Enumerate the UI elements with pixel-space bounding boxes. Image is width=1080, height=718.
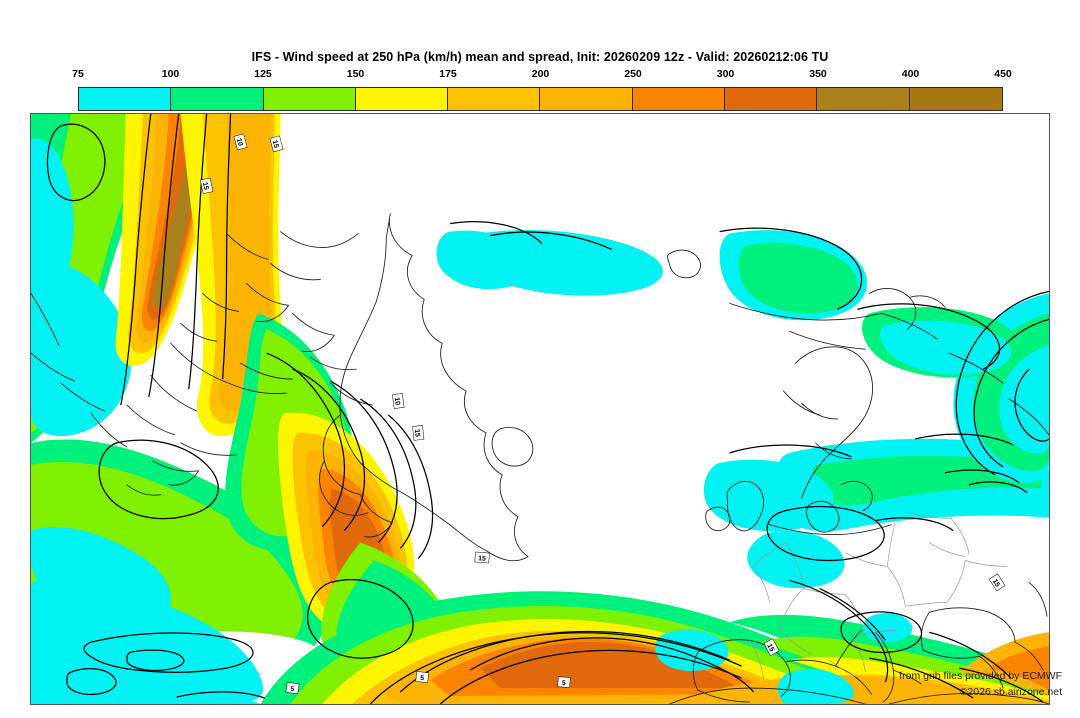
map-canvas: 10 15 15 10 15 <box>31 114 1049 704</box>
colorbar-band-250-300 <box>632 88 726 110</box>
colorbar-tick-175: 175 <box>439 68 457 80</box>
contour-label: 15 <box>201 182 209 191</box>
copyright-credit: ©2026 sb.airizone.net <box>959 686 1062 698</box>
page-title: IFS - Wind speed at 250 hPa (km/h) mean … <box>251 50 829 64</box>
contour-label: 15 <box>478 555 486 563</box>
contour-label: 5 <box>562 680 566 687</box>
colorbar: 75 100 125 150 175 200 250 300 350 400 450 <box>72 68 1012 112</box>
colorbar-tick-150: 150 <box>346 68 365 80</box>
colorbar-band-200-250 <box>540 88 633 110</box>
colorbar-tick-450: 450 <box>994 68 1012 80</box>
contour-label: 5 <box>290 686 295 693</box>
map-panel[interactable]: 10 15 15 10 15 <box>30 113 1050 705</box>
contour-label: 15 <box>765 643 775 653</box>
colorbar-band-400-450 <box>909 88 1002 110</box>
colorbar-tick-75: 75 <box>72 68 84 80</box>
colorbar-band-150-175 <box>355 88 449 110</box>
colorbar-tick-400: 400 <box>901 68 920 80</box>
contour-label: 10 <box>235 138 244 147</box>
colorbar-tick-350: 350 <box>809 68 827 80</box>
colorbar-band-350-400 <box>817 88 910 110</box>
contour-label: 15 <box>271 140 280 149</box>
colorbar-band-300-350 <box>725 88 818 110</box>
colorbar-band-75-100 <box>79 88 172 110</box>
colorbar-tick-labels: 75 100 125 150 175 200 250 300 350 400 450 <box>72 68 1012 84</box>
colorbar-band-125-150 <box>263 88 356 110</box>
contour-label: 15 <box>991 578 1001 588</box>
data-source-credit: from grib files provided by ECMWF <box>899 670 1062 682</box>
colorbar-bands <box>78 87 1003 111</box>
colorbar-tick-250: 250 <box>624 68 642 80</box>
contour-label: 5 <box>420 675 425 682</box>
colorbar-tick-300: 300 <box>716 68 735 80</box>
colorbar-band-175-200 <box>448 88 541 110</box>
colorbar-tick-125: 125 <box>254 68 272 80</box>
colorbar-tick-100: 100 <box>161 68 180 80</box>
contour-label: 15 <box>413 429 421 438</box>
contour-label: 10 <box>393 397 401 406</box>
colorbar-band-100-125 <box>171 88 264 110</box>
colorbar-tick-200: 200 <box>531 68 550 80</box>
